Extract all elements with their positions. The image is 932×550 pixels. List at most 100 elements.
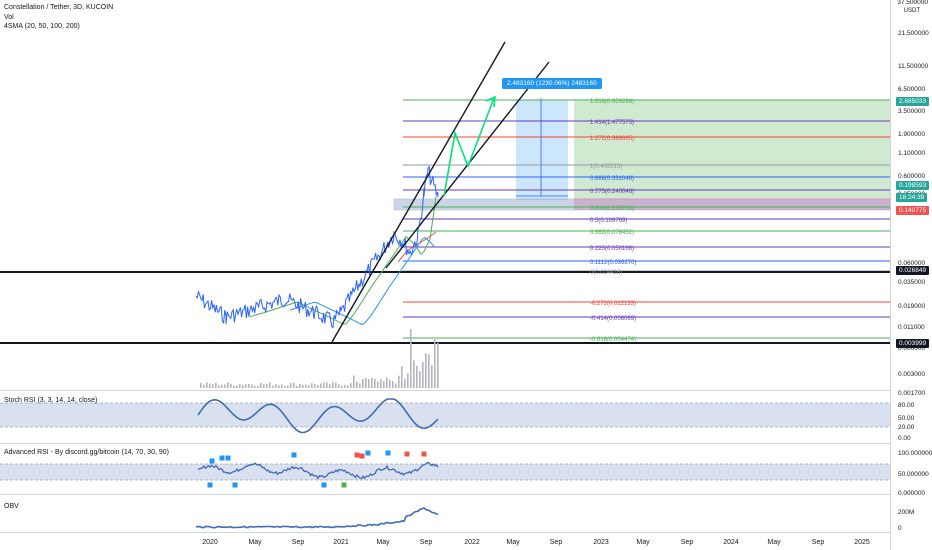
long-target-zone[interactable] [574, 100, 890, 198]
time-tick-label: 2021 [333, 539, 349, 546]
volume-bar [437, 342, 439, 388]
time-tick-label: 2024 [723, 539, 739, 546]
volume-bar [332, 382, 334, 388]
fib-level-label: 0.382(0.078452) [590, 230, 634, 236]
fib-level-label: 0.888(0.331046) [590, 176, 634, 182]
fib-level-label: 0.225(0.050166) [590, 246, 634, 252]
projection-arrow-path[interactable] [443, 97, 495, 197]
volume-bar [290, 383, 292, 388]
volume-bar [239, 384, 241, 388]
price-axis[interactable]: 37.500000 USDT 21.500000 11.500000 6.500000 3… [897, 0, 929, 397]
volume-bar [230, 383, 232, 388]
volume-bar [245, 384, 247, 388]
price-tick-label: 0.011000 [898, 324, 925, 331]
time-axis[interactable]: 2020 May Sep 2021 May Sep 2022 May Sep 2023 May Sep… [202, 539, 870, 546]
price-axis-label: 0.003999 [896, 339, 930, 348]
price-tick-label: 0.600000 [898, 173, 925, 180]
fib-level-label: 0.5(0.109769) [590, 218, 627, 224]
fib-extension[interactable] [403, 99, 890, 339]
price-tick-label: 0.003000 [898, 371, 925, 378]
price-axis-label: 0.026849 [896, 266, 930, 275]
volume-bar [224, 384, 226, 388]
time-tick-label: 2022 [464, 539, 480, 546]
price-tick-label: 1.100000 [898, 150, 925, 157]
volume-bar [275, 384, 277, 388]
volume-bar [305, 384, 307, 388]
volume-bar [371, 377, 373, 388]
rsi-tick-label: 100.000000 [898, 450, 932, 457]
symbol-title[interactable]: Constellation / Tether, 3D, KUCOIN [4, 4, 114, 11]
sma-label[interactable]: 4SMA (20, 50, 100, 200) [4, 23, 80, 30]
volume-bar [419, 371, 421, 388]
long-position-box[interactable] [516, 100, 568, 200]
volume-bar [404, 378, 406, 388]
volume-bar [218, 385, 220, 388]
arrow-head-icon [485, 95, 496, 108]
volume-bar [401, 366, 403, 388]
stoch-tick-label: 0.00 [898, 435, 911, 442]
fib-level-label: -0.272(0.012133) [590, 301, 636, 307]
time-tick-label: 2020 [202, 539, 218, 546]
rsi-band [0, 464, 890, 480]
rsi-signal-marker [207, 482, 213, 488]
volume-bar [284, 385, 286, 388]
volume-bar [353, 375, 355, 388]
volume-bar [317, 385, 319, 388]
rsi-signal-marker [219, 455, 225, 461]
volume-bar [434, 339, 436, 388]
volume-bar [236, 385, 238, 388]
volume-label[interactable]: Vol [4, 13, 14, 21]
price-tick-label: 11.500000 [898, 63, 929, 70]
volume-bar [359, 383, 361, 388]
volume-bar [395, 383, 397, 388]
volume-bar [335, 382, 337, 388]
volume-bar [380, 379, 382, 388]
obv-tick-label: 0 [898, 525, 902, 532]
volume-bars [200, 329, 439, 388]
channel-upper-line[interactable] [331, 41, 506, 343]
volume-bar [341, 385, 343, 388]
volume-bar [266, 383, 268, 388]
support-zone[interactable] [393, 198, 891, 211]
volume-bar [233, 385, 235, 388]
volume-bar [248, 383, 250, 388]
adv-rsi-legend[interactable]: Advanced RSI - By discord.gg/bitcoin (14… [4, 449, 169, 456]
stoch-tick-label: 50.00 [898, 415, 915, 422]
price-tick-label: 0.001700 [898, 390, 925, 397]
volume-bar [386, 377, 388, 388]
price-axis-label: 2.685033 [896, 97, 930, 106]
rsi-signal-marker [321, 482, 327, 488]
price-tick-label: 1.900000 [898, 131, 925, 138]
volume-bar [296, 385, 298, 388]
volume-bar [251, 384, 253, 388]
price-axis-label: 0.140775 [896, 206, 930, 215]
time-tick-label: May [767, 539, 781, 546]
volume-bar [383, 381, 385, 388]
stoch-legend[interactable]: Stoch RSI (3, 3, 14, 14, close) [4, 397, 98, 404]
volume-bar [209, 383, 211, 388]
volume-bar [302, 384, 304, 388]
price-tick-label: 6.500000 [898, 86, 925, 93]
rsi-signal-marker [354, 452, 360, 458]
time-tick-label: Sep [292, 539, 305, 546]
volume-bar [314, 384, 316, 388]
volume-bar [299, 383, 301, 388]
volume-bar [254, 385, 256, 388]
rsi-signal-marker [341, 482, 347, 488]
measure-callout[interactable]: 2.483160 (1230.06%) 2483160 [502, 78, 602, 89]
rsi-signal-marker [232, 482, 238, 488]
volume-bar [365, 377, 367, 388]
volume-bar [410, 329, 412, 388]
volume-bar [374, 378, 376, 388]
obv-legend[interactable]: OBV [4, 503, 19, 510]
volume-bar [242, 384, 244, 388]
stoch-tick-label: 20.00 [898, 424, 915, 431]
volume-bar [293, 382, 295, 388]
obv-line [195, 506, 439, 529]
currency-label: USDT [904, 8, 921, 14]
rsi-signal-marker [359, 453, 365, 459]
volume-bar [344, 385, 346, 388]
fib-level-label: 1(0.455213) [590, 164, 622, 170]
volume-bar [320, 383, 322, 388]
